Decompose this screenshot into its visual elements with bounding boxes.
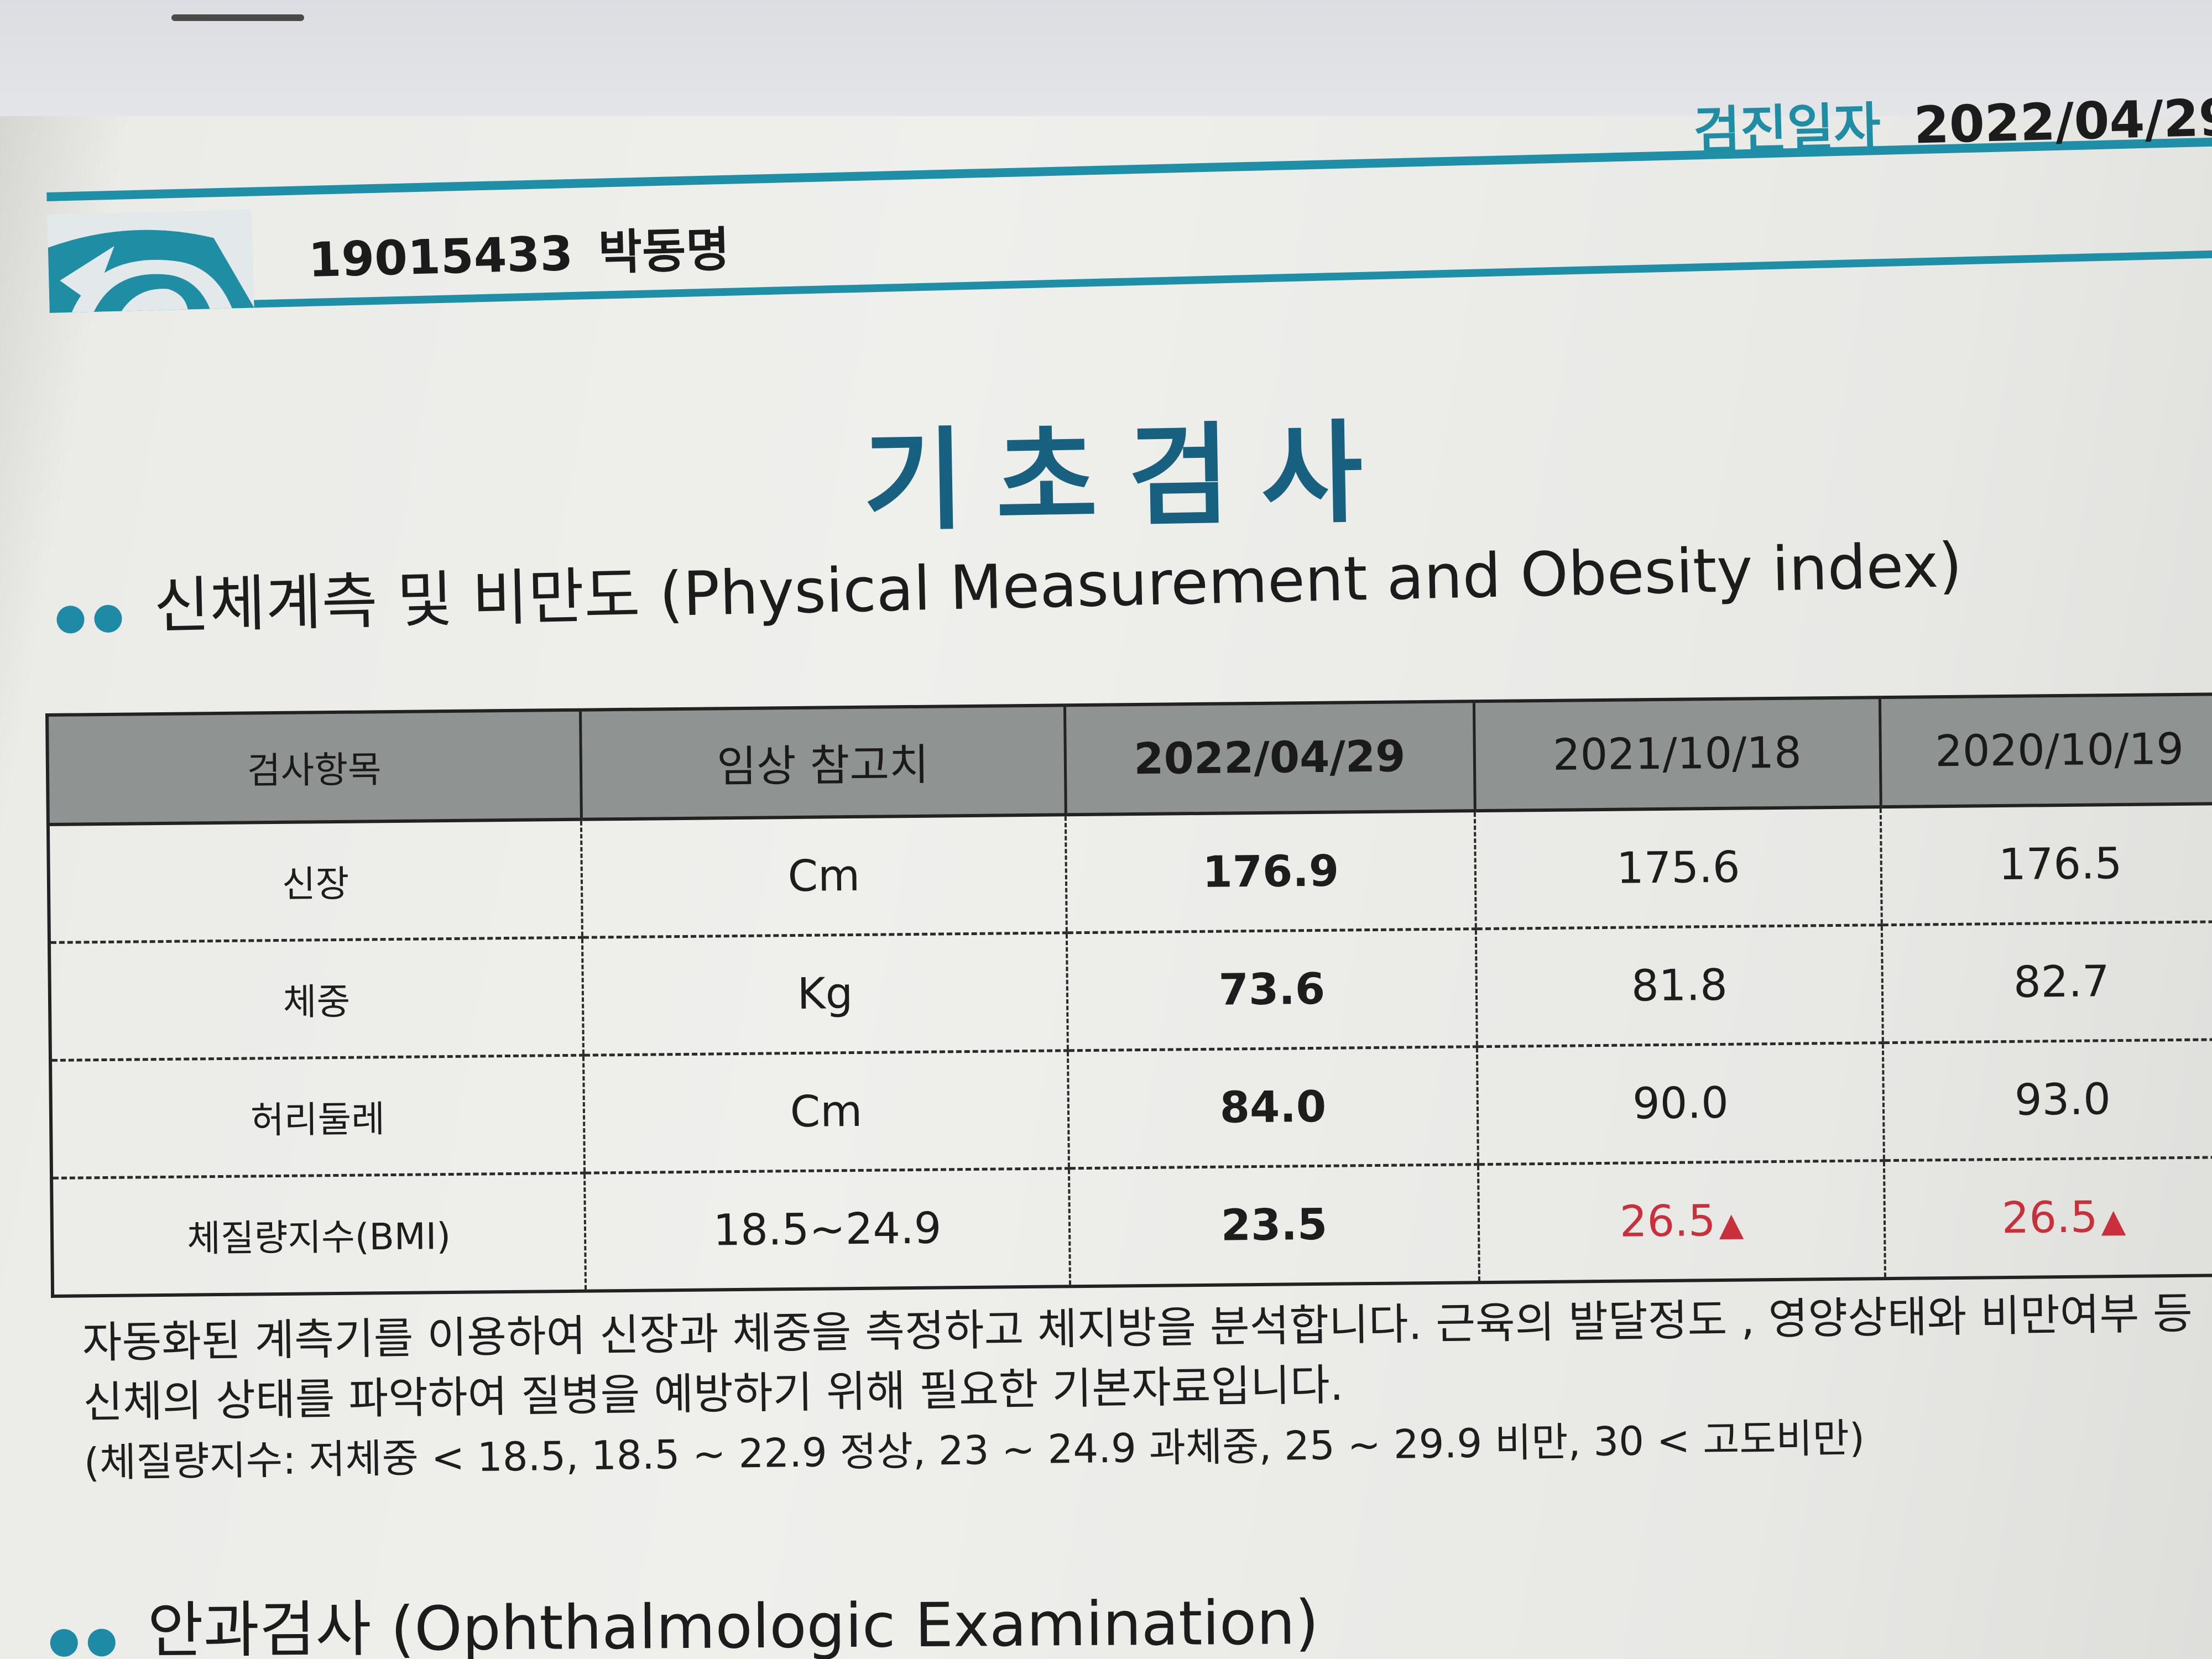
bullet-dots-icon — [50, 1600, 126, 1659]
row-item: 체질량지수(BMI) — [51, 1173, 586, 1296]
page-title: 기초검사 — [862, 408, 1395, 547]
row-item: 체중 — [49, 937, 583, 1061]
section-heading-text: 신체계측 및 비만도 (Physical Measurement and Obe… — [153, 529, 1963, 641]
row-reference: Kg — [582, 932, 1068, 1056]
header-reference: 임상 참고치 — [580, 705, 1066, 820]
patient-name: 박동명 — [597, 222, 731, 281]
header-item: 검사항목 — [47, 709, 581, 825]
row-reference: Cm — [581, 815, 1067, 938]
row-value-current: 23.5 — [1068, 1164, 1479, 1287]
flagged-value: 26.5 — [2001, 1192, 2098, 1244]
table-row: 신장 Cm 176.9 175.6 176.5 — [48, 803, 2212, 943]
row-reference: 18.5~24.9 — [585, 1168, 1071, 1291]
exam-date-block: 검진일자 2022/04/29 — [1693, 76, 2212, 164]
bullet-dots-icon — [56, 576, 133, 648]
row-value-prev1: 90.0 — [1477, 1042, 1884, 1165]
patient-id: 19015433 — [307, 226, 574, 288]
exam-date-label: 검진일자 — [1693, 96, 1882, 161]
header-date-prev2: 2020/10/19 — [1879, 693, 2212, 807]
row-reference: Cm — [583, 1050, 1069, 1173]
row-value-prev2: 82.7 — [1881, 921, 2212, 1043]
table-row: 체질량지수(BMI) 18.5~24.9 23.5 26.5▲ 26.5▲ — [51, 1157, 2212, 1296]
row-value-prev2: 176.5 — [1880, 803, 2212, 925]
header-date-prev1: 2021/10/18 — [1473, 697, 1881, 811]
row-value-prev1: 175.6 — [1474, 807, 1882, 929]
row-value-current: 84.0 — [1067, 1046, 1478, 1168]
table-row: 체중 Kg 73.6 81.8 82.7 — [49, 921, 2212, 1061]
table-row: 허리둘레 Cm 84.0 90.0 93.0 — [50, 1039, 2212, 1178]
table-header-row: 검사항목 임상 참고치 2022/04/29 2021/10/18 2020/1… — [47, 693, 2212, 825]
row-item: 허리둘레 — [50, 1055, 585, 1178]
high-flag-icon: ▲ — [2101, 1201, 2126, 1240]
patient-info: 19015433 박동명 — [307, 211, 731, 290]
hospital-logo-icon — [47, 209, 254, 313]
background-page-strip — [0, 0, 2212, 116]
measurement-table: 검사항목 임상 참고치 2022/04/29 2021/10/18 2020/1… — [45, 692, 2212, 1298]
measurement-table-wrap: 검사항목 임상 참고치 2022/04/29 2021/10/18 2020/1… — [45, 692, 2212, 1311]
row-item: 신장 — [48, 819, 582, 943]
exam-date: 2022/04/29 — [1913, 87, 2212, 155]
binder-clip — [171, 14, 304, 21]
row-value-prev1-flagged: 26.5▲ — [1478, 1160, 1885, 1283]
row-value-prev2: 93.0 — [1882, 1039, 2212, 1161]
section-heading-ophthalmology: 안과검사 (Ophthalmologic Examination) — [50, 1573, 1319, 1659]
header-date-current: 2022/04/29 — [1064, 701, 1475, 815]
row-value-prev2-flagged: 26.5▲ — [1884, 1157, 2212, 1279]
row-value-prev1: 81.8 — [1475, 925, 1883, 1047]
report-header: 19015433 박동명 검진일자 2022/04/29 — [44, 44, 2212, 332]
explanation-note: 자동화된 계측기를 이용하여 신장과 체중을 측정하고 체지방을 분석합니다. … — [82, 1284, 2195, 1493]
flagged-value: 26.5 — [1619, 1196, 1716, 1247]
row-value-current: 176.9 — [1065, 811, 1476, 933]
next-section-heading-text: 안과검사 (Ophthalmologic Examination) — [147, 1587, 1319, 1659]
row-value-current: 73.6 — [1066, 928, 1477, 1051]
high-flag-icon: ▲ — [1719, 1205, 1744, 1243]
